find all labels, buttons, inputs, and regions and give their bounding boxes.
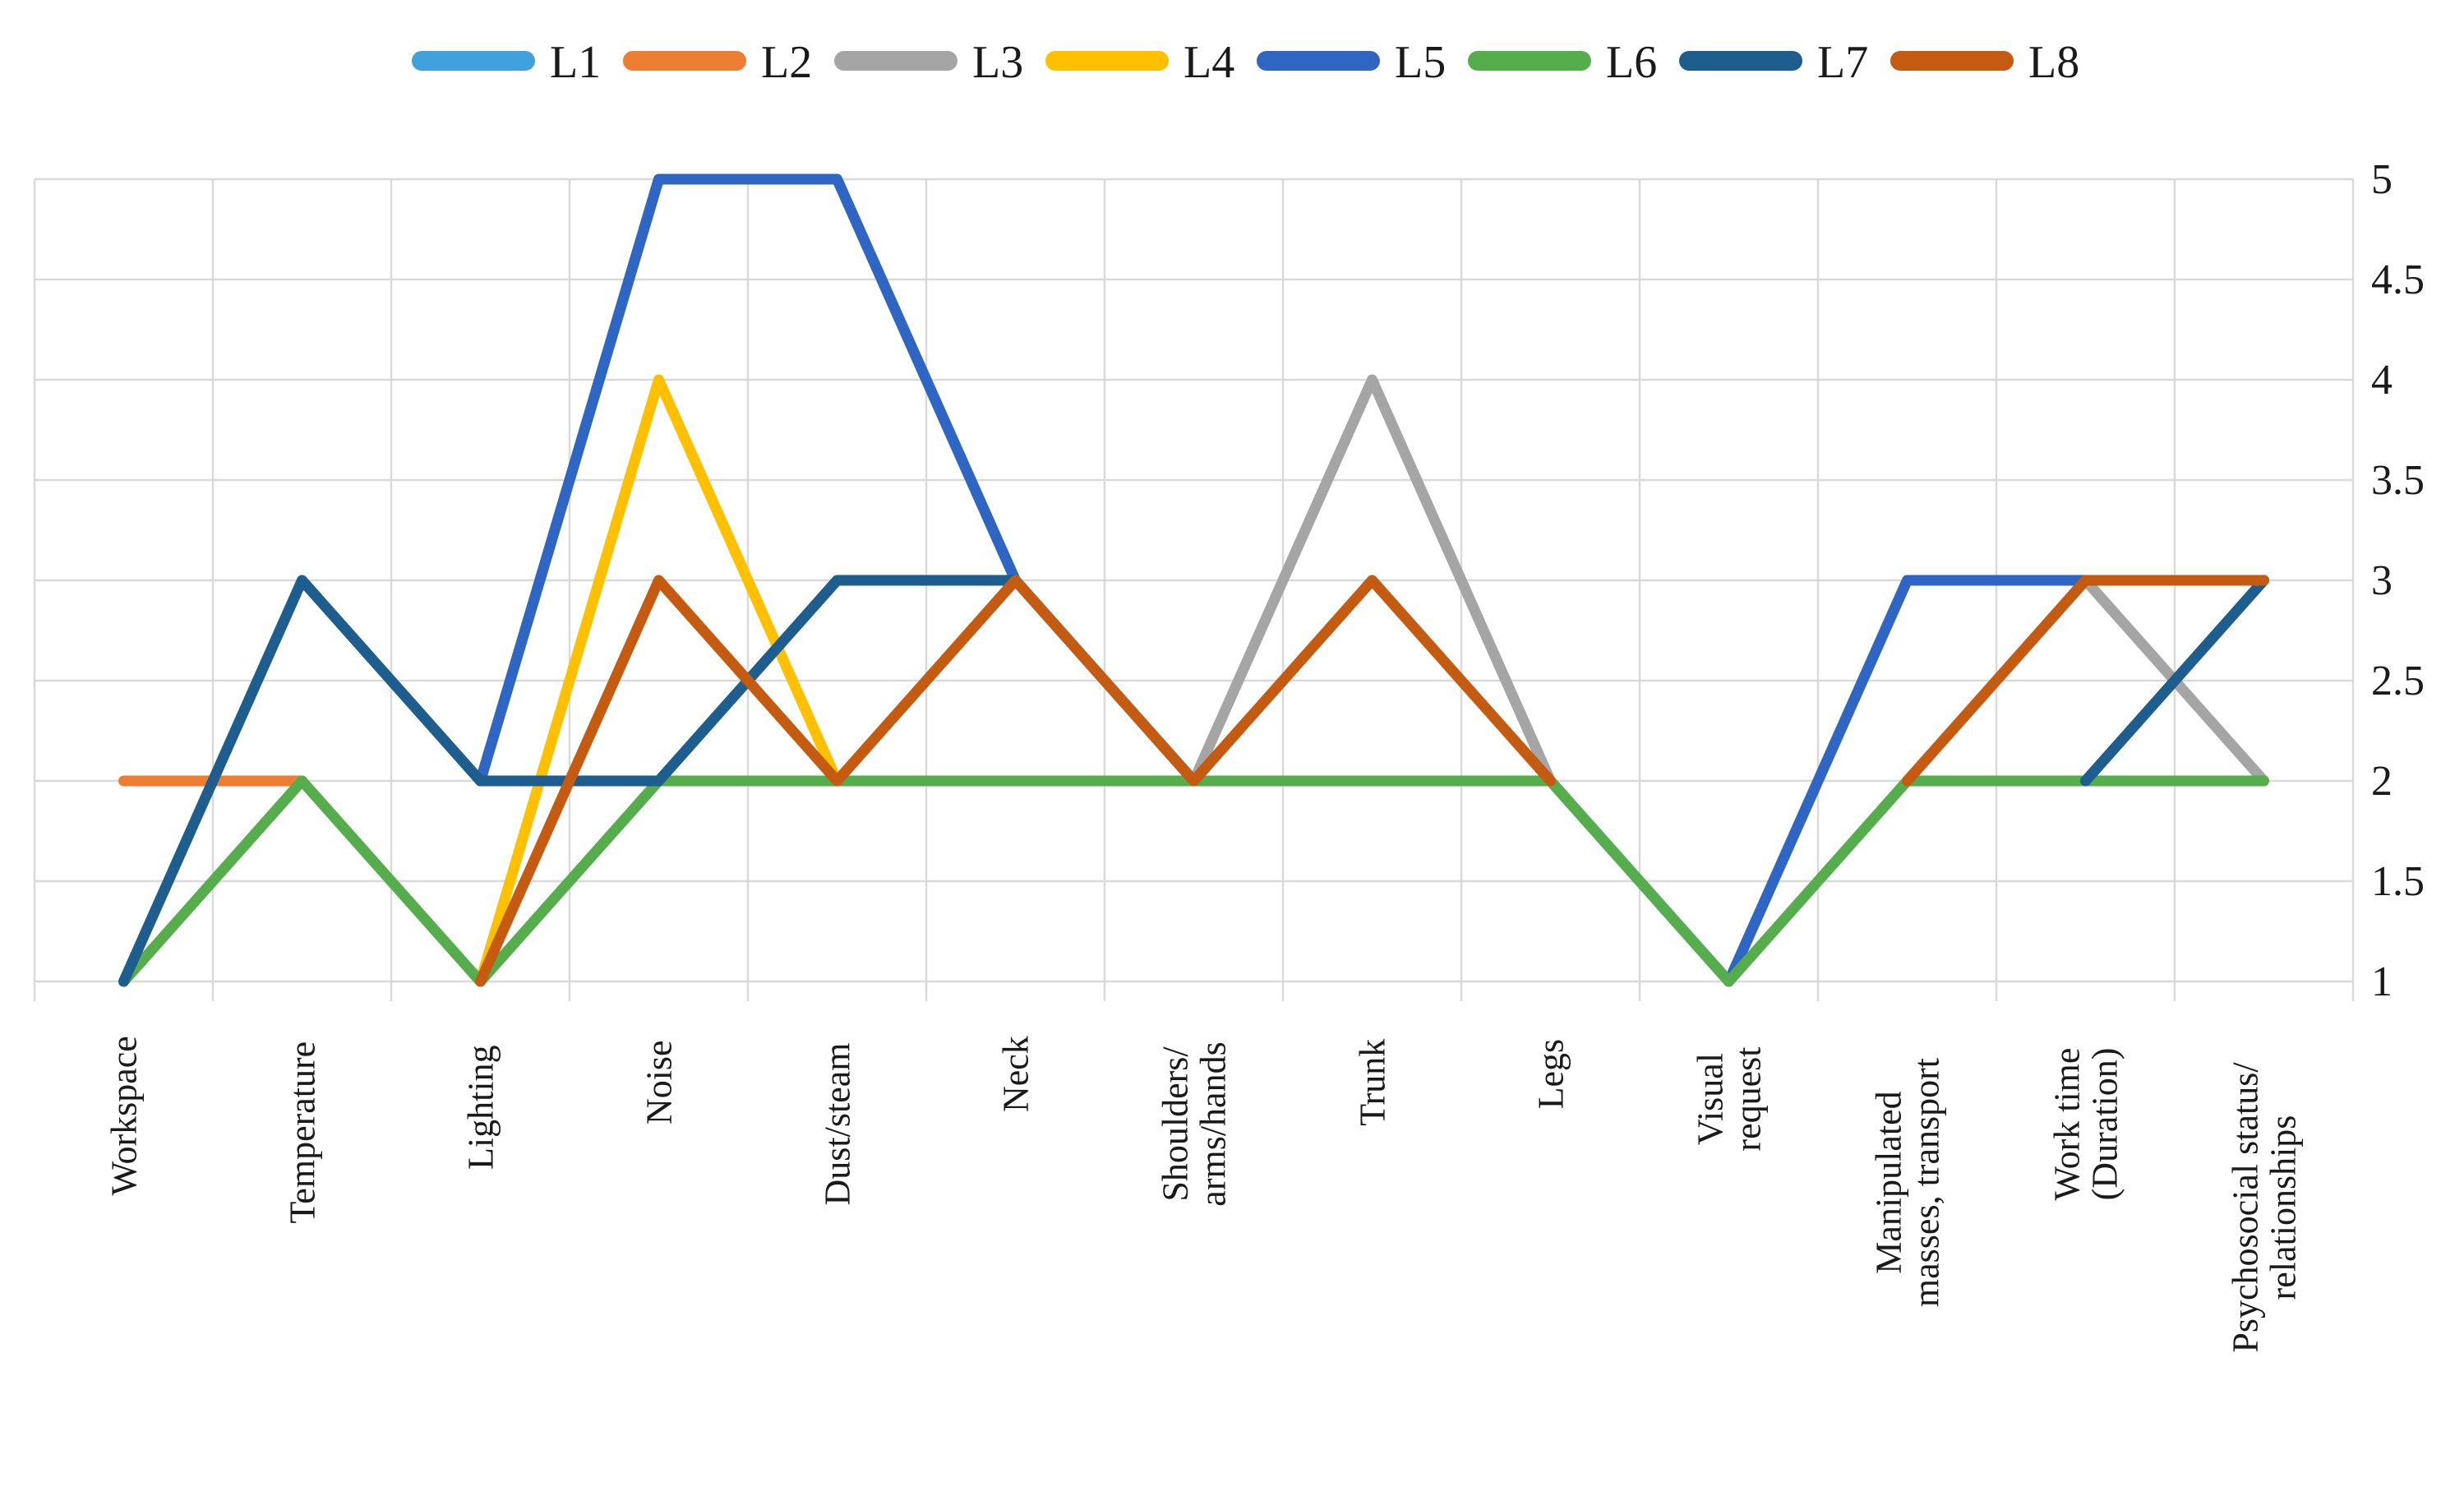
legend-label-L2: L2	[761, 37, 812, 88]
x-axis-label: (Duration)	[2085, 1048, 2125, 1201]
legend-item-L3: L3	[834, 37, 1023, 88]
legend-swatch-L7	[1679, 51, 1802, 71]
legend-swatch-L8	[1890, 51, 2014, 71]
y-axis-tick-label: 3	[2371, 557, 2392, 604]
legend-swatch-L4	[1045, 51, 1169, 71]
y-axis-tick-label: 4	[2371, 357, 2392, 404]
legend-label-L6: L6	[1606, 37, 1657, 88]
chart-legend: L1 L2 L3 L4 L5 L6 L7 L8	[412, 37, 2079, 88]
series-line-L7	[2080, 575, 2269, 787]
series-line-L8	[475, 575, 1556, 987]
x-axis-label: Work time	[2047, 1048, 2088, 1201]
x-axis-label: masses, transport	[1907, 1058, 1947, 1307]
x-axis-label: Shoulders/	[1156, 1046, 1196, 1202]
y-axis-labels: 5 4.5 4 3.5 3 2.5 2 1.5 1	[2371, 156, 2425, 1005]
y-axis-tick-label: 2.5	[2371, 658, 2425, 704]
legend-item-L4: L4	[1045, 37, 1234, 88]
legend-label-L5: L5	[1395, 37, 1446, 88]
legend-label-L1: L1	[550, 37, 601, 88]
x-axis-label: request	[1728, 1047, 1769, 1152]
series-lines	[118, 173, 2269, 987]
legend-label-L8: L8	[2028, 37, 2079, 88]
x-axis-label: Neck	[996, 1036, 1036, 1112]
x-axis-label: Trunk	[1353, 1039, 1393, 1126]
y-axis-tick-label: 4.5	[2371, 256, 2425, 303]
legend-swatch-L2	[623, 51, 746, 71]
legend-label-L7: L7	[1817, 37, 1868, 88]
x-axis-labels: Workspace Temperature Lighting Noise Dust/st…	[104, 1036, 2304, 1352]
legend-item-L6: L6	[1468, 37, 1657, 88]
series-line-L8	[1902, 575, 2269, 787]
legend-swatch-L1	[412, 51, 535, 71]
x-axis-label: Temperature	[283, 1041, 323, 1224]
legend-label-L4: L4	[1184, 37, 1234, 88]
legend-swatch-L6	[1468, 51, 1591, 71]
y-axis-tick-label: 1	[2371, 958, 2392, 1005]
legend-item-L8: L8	[1890, 37, 2079, 88]
x-axis-label: Noise	[639, 1040, 680, 1124]
y-axis-tick-label: 1.5	[2371, 858, 2425, 905]
x-axis-label: Lighting	[461, 1045, 501, 1170]
x-axis-label: Workspace	[104, 1036, 145, 1195]
legend-swatch-L5	[1257, 51, 1380, 71]
x-axis-label: Psychosocial status/	[2226, 1062, 2266, 1353]
x-axis-label: arms/hands	[1193, 1041, 1234, 1206]
legend-label-L3: L3	[972, 37, 1023, 88]
y-axis-tick-label: 3.5	[2371, 457, 2425, 504]
x-axis-label: Dust/steam	[818, 1043, 858, 1206]
legend-item-L2: L2	[623, 37, 812, 88]
x-axis-label: Manipulated	[1869, 1091, 1909, 1273]
legend-item-L5: L5	[1257, 37, 1446, 88]
x-axis-label: Visual	[1691, 1053, 1731, 1145]
x-axis-label: Legs	[1531, 1039, 1571, 1110]
legend-item-L7: L7	[1679, 37, 1868, 88]
y-axis-tick-label: 2	[2371, 758, 2392, 805]
legend-swatch-L3	[834, 51, 957, 71]
legend-item-L1: L1	[412, 37, 601, 88]
x-axis-label: relationships	[2263, 1115, 2304, 1300]
y-axis-tick-label: 5	[2371, 156, 2392, 203]
